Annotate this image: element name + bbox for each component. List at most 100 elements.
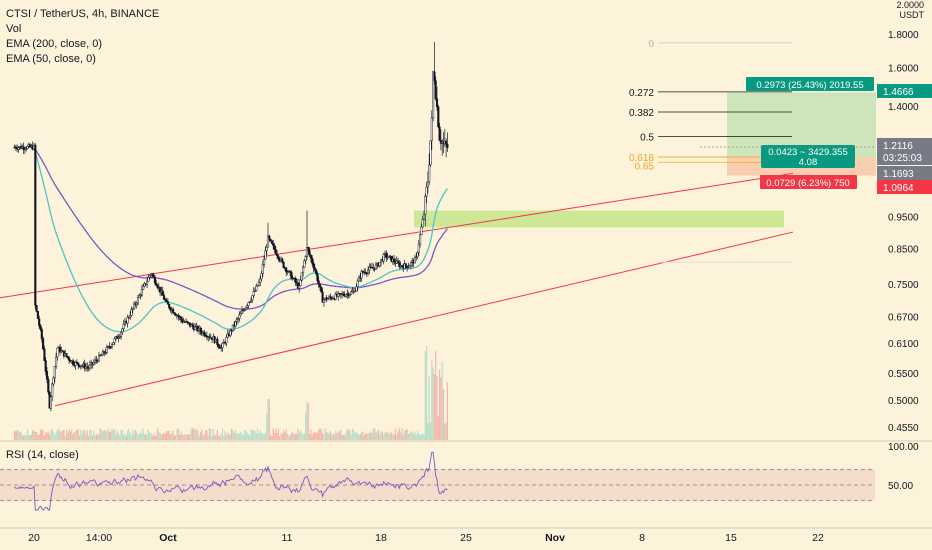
volume-bar xyxy=(377,429,380,440)
candle-body xyxy=(374,264,377,270)
volume-bar xyxy=(280,432,282,440)
volume-bar xyxy=(355,433,357,440)
candle-body xyxy=(420,226,423,235)
volume-bar xyxy=(38,434,40,440)
candle-body xyxy=(417,243,420,253)
candle-body xyxy=(386,257,389,259)
volume-bar xyxy=(80,429,82,440)
candle-body xyxy=(44,360,47,372)
price-tick-label: 0.4550 xyxy=(888,423,919,434)
candle-body xyxy=(55,356,58,367)
volume-bar xyxy=(422,433,424,440)
volume-bar xyxy=(89,429,91,440)
volume-bar xyxy=(242,435,244,440)
candle-body xyxy=(216,338,219,345)
rsi-label[interactable]: RSI (14, close) xyxy=(6,449,79,461)
candle-body xyxy=(368,266,371,271)
volume-bar xyxy=(429,422,432,440)
volume-bar xyxy=(338,431,341,440)
ema50-label[interactable]: EMA (50, close, 0) xyxy=(6,53,96,65)
candle-body xyxy=(260,273,263,280)
stop-price-badge-box xyxy=(877,180,932,194)
candle-body xyxy=(326,298,329,301)
volume-bar xyxy=(123,435,125,440)
volume-bar xyxy=(372,428,374,440)
volume-bar xyxy=(358,435,360,440)
candle-body xyxy=(165,300,168,302)
price-tick-label: 1.4000 xyxy=(888,102,919,113)
volume-bar xyxy=(306,401,308,440)
volume-bar xyxy=(60,432,62,440)
candle-body xyxy=(367,269,370,274)
candle-body xyxy=(315,269,318,274)
candle-body xyxy=(238,314,241,319)
candle-body xyxy=(422,213,426,220)
volume-bar xyxy=(335,430,337,440)
volume-bar xyxy=(445,422,447,440)
profit-label-box xyxy=(746,77,874,91)
ema200-label[interactable]: EMA (200, close, 0) xyxy=(6,38,102,50)
volume-bar xyxy=(145,433,147,440)
candle-body xyxy=(126,317,129,324)
candle-body xyxy=(425,186,428,197)
current-price-badge: 1.2116 xyxy=(883,141,913,152)
time-tick-label: 14:00 xyxy=(86,532,112,544)
candle-body xyxy=(151,273,154,276)
volume-bar xyxy=(107,428,109,440)
candle-body xyxy=(396,260,400,263)
time-tick-label: 22 xyxy=(812,532,824,544)
candle-body xyxy=(35,305,38,312)
candle-body xyxy=(289,270,292,273)
candle-body xyxy=(360,271,363,279)
candle-body xyxy=(364,271,367,274)
symbol-title[interactable]: CTSI / TetherUS, 4h, BINANCE xyxy=(6,8,160,20)
volume-bar xyxy=(49,434,51,440)
volume-bar xyxy=(184,434,186,440)
volume-bar xyxy=(95,434,97,440)
candle-body xyxy=(435,98,439,108)
candle-body xyxy=(38,318,41,326)
volume-bar xyxy=(99,428,101,440)
candle-body xyxy=(179,316,182,320)
candle-body xyxy=(296,282,299,289)
volume-bar xyxy=(325,432,328,440)
candle-body xyxy=(156,285,159,288)
volume-bar xyxy=(75,430,77,440)
candle-body xyxy=(312,262,315,269)
candle-body xyxy=(168,304,171,309)
candle-body xyxy=(130,309,133,316)
volume-bar xyxy=(419,434,421,440)
volume-bar xyxy=(263,435,265,440)
volume-bar xyxy=(159,433,161,440)
volume-bar xyxy=(104,430,107,440)
volume-bar xyxy=(223,435,225,440)
candle-body xyxy=(408,265,411,268)
volume-bar xyxy=(71,428,73,440)
volume-bar xyxy=(76,429,78,440)
candle-body xyxy=(355,286,358,292)
volume-label[interactable]: Vol xyxy=(6,23,22,35)
volume-bar xyxy=(258,433,260,440)
volume-bar xyxy=(406,429,408,440)
candle-body xyxy=(294,277,297,283)
volume-bar xyxy=(128,429,130,440)
time-tick-label: 25 xyxy=(460,532,472,544)
volume-bar xyxy=(189,433,191,440)
rsi-tick-label: 50.00 xyxy=(888,481,913,492)
volume-bar xyxy=(138,433,140,440)
candle-body xyxy=(348,293,351,296)
candle-body xyxy=(186,321,189,323)
candle-body xyxy=(365,272,368,275)
candle-body xyxy=(143,283,146,287)
candle-body xyxy=(253,290,257,292)
candle-body xyxy=(246,305,249,308)
candle-body xyxy=(92,362,95,365)
candle-body xyxy=(299,279,302,287)
volume-bar xyxy=(354,432,356,440)
candle-body xyxy=(174,313,177,316)
candle-body xyxy=(277,255,280,260)
volume-bar xyxy=(227,432,229,440)
candle-body xyxy=(237,317,240,320)
